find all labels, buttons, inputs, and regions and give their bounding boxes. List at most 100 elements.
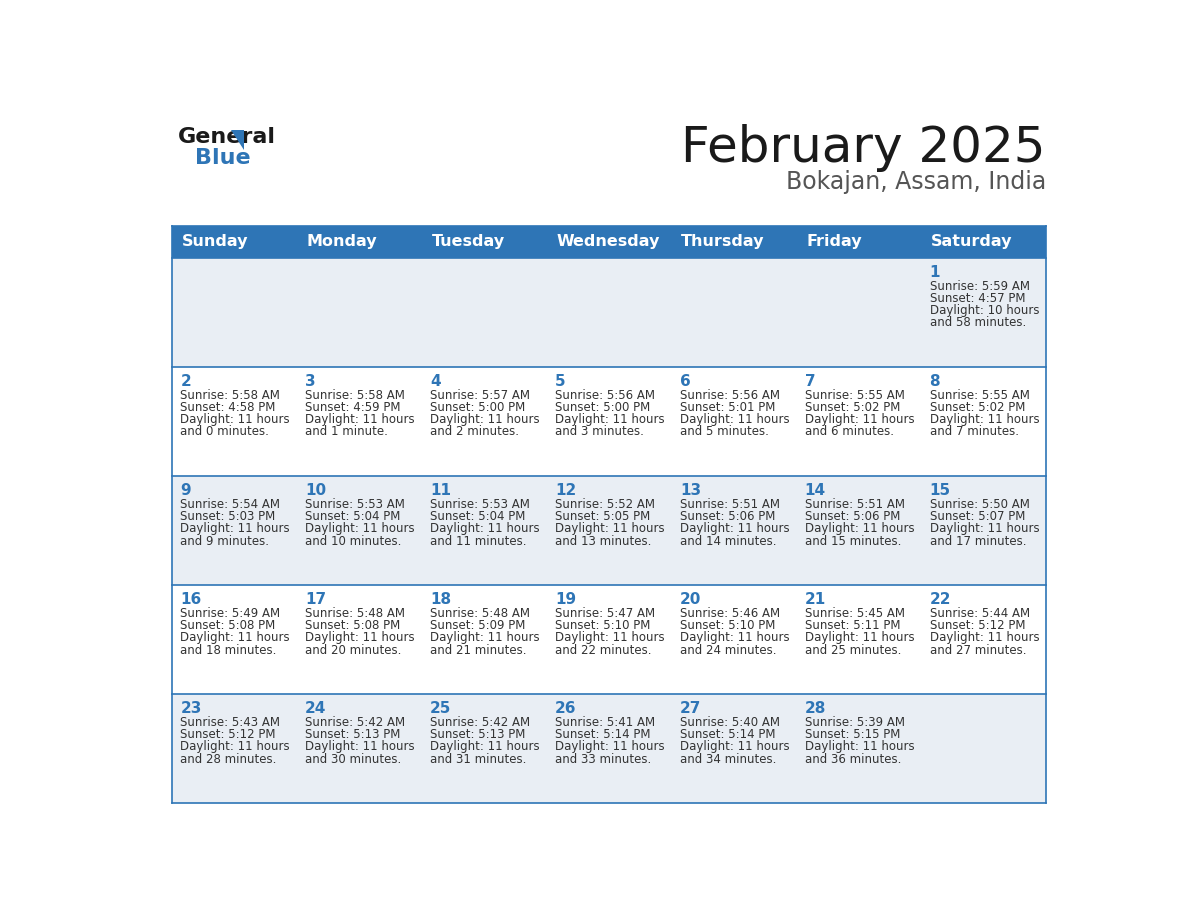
Bar bbox=[172, 226, 1045, 258]
Text: Sunrise: 5:53 AM: Sunrise: 5:53 AM bbox=[430, 498, 530, 511]
Text: 25: 25 bbox=[430, 701, 451, 716]
Text: Sunrise: 5:43 AM: Sunrise: 5:43 AM bbox=[181, 716, 280, 729]
Text: Sunset: 5:04 PM: Sunset: 5:04 PM bbox=[430, 510, 525, 523]
Bar bbox=[422, 367, 546, 476]
Text: 28: 28 bbox=[804, 701, 826, 716]
Bar bbox=[297, 694, 422, 803]
Text: 16: 16 bbox=[181, 592, 202, 607]
Text: Tuesday: Tuesday bbox=[431, 234, 505, 250]
Text: 1: 1 bbox=[929, 265, 940, 280]
Text: 19: 19 bbox=[555, 592, 576, 607]
Text: 22: 22 bbox=[929, 592, 952, 607]
Text: February 2025: February 2025 bbox=[682, 124, 1045, 172]
Text: Daylight: 11 hours: Daylight: 11 hours bbox=[804, 741, 915, 754]
Text: 5: 5 bbox=[555, 374, 565, 389]
Text: and 21 minutes.: and 21 minutes. bbox=[430, 644, 526, 656]
Text: Sunrise: 5:57 AM: Sunrise: 5:57 AM bbox=[430, 389, 530, 402]
Text: and 15 minutes.: and 15 minutes. bbox=[804, 534, 901, 547]
Text: Daylight: 11 hours: Daylight: 11 hours bbox=[430, 632, 539, 644]
Text: and 5 minutes.: and 5 minutes. bbox=[680, 425, 769, 439]
Text: Daylight: 11 hours: Daylight: 11 hours bbox=[929, 413, 1040, 426]
Bar bbox=[297, 258, 422, 367]
Text: Daylight: 11 hours: Daylight: 11 hours bbox=[804, 522, 915, 535]
Text: Sunrise: 5:48 AM: Sunrise: 5:48 AM bbox=[430, 607, 530, 620]
Text: Sunset: 4:59 PM: Sunset: 4:59 PM bbox=[305, 401, 400, 414]
Text: Daylight: 11 hours: Daylight: 11 hours bbox=[680, 741, 790, 754]
Bar bbox=[172, 476, 297, 585]
Text: and 11 minutes.: and 11 minutes. bbox=[430, 534, 526, 547]
Text: Daylight: 11 hours: Daylight: 11 hours bbox=[181, 741, 290, 754]
Text: 13: 13 bbox=[680, 483, 701, 498]
Text: and 2 minutes.: and 2 minutes. bbox=[430, 425, 519, 439]
Bar bbox=[671, 258, 796, 367]
Text: 24: 24 bbox=[305, 701, 327, 716]
Text: and 20 minutes.: and 20 minutes. bbox=[305, 644, 402, 656]
Text: Sunrise: 5:58 AM: Sunrise: 5:58 AM bbox=[181, 389, 280, 402]
Text: and 27 minutes.: and 27 minutes. bbox=[929, 644, 1026, 656]
Text: Friday: Friday bbox=[807, 234, 861, 250]
Text: Wednesday: Wednesday bbox=[556, 234, 659, 250]
Text: and 1 minute.: and 1 minute. bbox=[305, 425, 388, 439]
Text: Blue: Blue bbox=[195, 149, 251, 168]
Bar bbox=[422, 694, 546, 803]
Text: Sunset: 5:15 PM: Sunset: 5:15 PM bbox=[804, 728, 901, 741]
Text: Daylight: 11 hours: Daylight: 11 hours bbox=[305, 741, 415, 754]
Text: 10: 10 bbox=[305, 483, 327, 498]
Text: Sunset: 5:13 PM: Sunset: 5:13 PM bbox=[430, 728, 525, 741]
Text: Sunset: 5:12 PM: Sunset: 5:12 PM bbox=[181, 728, 276, 741]
Text: Sunday: Sunday bbox=[182, 234, 248, 250]
Text: 27: 27 bbox=[680, 701, 701, 716]
Text: Sunset: 5:12 PM: Sunset: 5:12 PM bbox=[929, 620, 1025, 633]
Text: Sunset: 4:58 PM: Sunset: 4:58 PM bbox=[181, 401, 276, 414]
Text: and 7 minutes.: and 7 minutes. bbox=[929, 425, 1018, 439]
Bar bbox=[172, 258, 297, 367]
Text: Sunrise: 5:52 AM: Sunrise: 5:52 AM bbox=[555, 498, 655, 511]
Text: Sunset: 5:00 PM: Sunset: 5:00 PM bbox=[430, 401, 525, 414]
Bar bbox=[796, 585, 921, 694]
Text: and 33 minutes.: and 33 minutes. bbox=[555, 753, 651, 766]
Text: and 6 minutes.: and 6 minutes. bbox=[804, 425, 893, 439]
Text: Daylight: 11 hours: Daylight: 11 hours bbox=[430, 741, 539, 754]
Bar bbox=[297, 476, 422, 585]
Text: Daylight: 11 hours: Daylight: 11 hours bbox=[555, 632, 664, 644]
Text: Daylight: 10 hours: Daylight: 10 hours bbox=[929, 304, 1040, 318]
Text: 17: 17 bbox=[305, 592, 327, 607]
Text: Monday: Monday bbox=[307, 234, 378, 250]
Bar bbox=[422, 476, 546, 585]
Text: and 30 minutes.: and 30 minutes. bbox=[305, 753, 402, 766]
Text: Sunrise: 5:55 AM: Sunrise: 5:55 AM bbox=[804, 389, 904, 402]
Text: Sunrise: 5:48 AM: Sunrise: 5:48 AM bbox=[305, 607, 405, 620]
Text: 4: 4 bbox=[430, 374, 441, 389]
Text: and 36 minutes.: and 36 minutes. bbox=[804, 753, 901, 766]
Text: Sunset: 5:11 PM: Sunset: 5:11 PM bbox=[804, 620, 901, 633]
Text: and 31 minutes.: and 31 minutes. bbox=[430, 753, 526, 766]
Text: Sunrise: 5:45 AM: Sunrise: 5:45 AM bbox=[804, 607, 905, 620]
Text: 2: 2 bbox=[181, 374, 191, 389]
Text: Daylight: 11 hours: Daylight: 11 hours bbox=[430, 413, 539, 426]
Text: 15: 15 bbox=[929, 483, 950, 498]
Bar bbox=[796, 476, 921, 585]
Text: Saturday: Saturday bbox=[931, 234, 1012, 250]
Text: Sunset: 5:10 PM: Sunset: 5:10 PM bbox=[680, 620, 776, 633]
Bar bbox=[671, 694, 796, 803]
Bar bbox=[297, 585, 422, 694]
Bar bbox=[172, 694, 297, 803]
Bar bbox=[921, 367, 1045, 476]
Text: 21: 21 bbox=[804, 592, 826, 607]
Text: and 58 minutes.: and 58 minutes. bbox=[929, 317, 1026, 330]
Text: 26: 26 bbox=[555, 701, 576, 716]
Text: and 34 minutes.: and 34 minutes. bbox=[680, 753, 776, 766]
Text: 14: 14 bbox=[804, 483, 826, 498]
Text: Sunrise: 5:42 AM: Sunrise: 5:42 AM bbox=[430, 716, 530, 729]
Text: Sunrise: 5:39 AM: Sunrise: 5:39 AM bbox=[804, 716, 905, 729]
Text: Daylight: 11 hours: Daylight: 11 hours bbox=[305, 413, 415, 426]
Text: and 18 minutes.: and 18 minutes. bbox=[181, 644, 277, 656]
Text: Sunset: 5:05 PM: Sunset: 5:05 PM bbox=[555, 510, 650, 523]
Bar bbox=[546, 585, 671, 694]
Text: and 28 minutes.: and 28 minutes. bbox=[181, 753, 277, 766]
Text: Sunset: 5:01 PM: Sunset: 5:01 PM bbox=[680, 401, 776, 414]
Text: and 3 minutes.: and 3 minutes. bbox=[555, 425, 644, 439]
Text: Daylight: 11 hours: Daylight: 11 hours bbox=[804, 413, 915, 426]
Text: Daylight: 11 hours: Daylight: 11 hours bbox=[929, 522, 1040, 535]
Text: 3: 3 bbox=[305, 374, 316, 389]
